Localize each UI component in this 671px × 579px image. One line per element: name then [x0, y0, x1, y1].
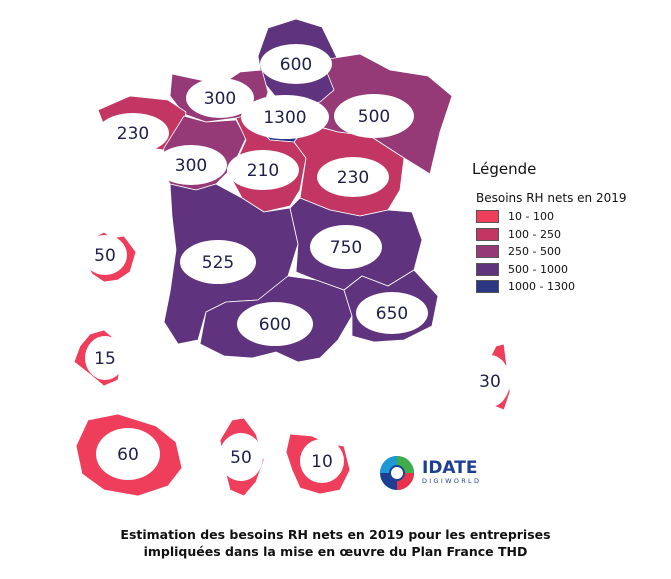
value-label: 600 — [237, 302, 313, 346]
value-label-text: 15 — [94, 349, 116, 369]
caption-line-2: impliquées dans la mise en œuvre du Plan… — [143, 544, 528, 559]
value-label-bubble — [219, 433, 263, 481]
idate-logo: IDATE DIGIWORLD — [378, 454, 481, 492]
value-label-text: 600 — [259, 315, 291, 335]
legend-item: 500 - 1000 — [476, 261, 575, 279]
value-label-text: 60 — [117, 445, 139, 465]
value-label: 300 — [186, 78, 254, 118]
logo-wordmark: IDATE — [422, 458, 478, 478]
value-label: 10 — [300, 439, 344, 483]
value-label: 750 — [310, 225, 382, 269]
value-label: 300 — [155, 145, 227, 185]
legend-title: Légende — [472, 160, 537, 178]
value-label-bubble — [334, 94, 414, 138]
idate-logo-icon — [380, 456, 414, 490]
value-label: 60 — [96, 428, 160, 480]
value-label: 500 — [334, 94, 414, 138]
value-label-bubble — [237, 302, 313, 346]
value-label-bubble — [97, 113, 169, 153]
value-label-text: 525 — [202, 253, 234, 273]
value-label-bubble — [241, 95, 329, 139]
value-label: 15 — [85, 336, 125, 380]
value-label: 230 — [317, 157, 389, 197]
value-label: 650 — [356, 292, 428, 334]
value-label-bubble — [356, 292, 428, 334]
value-label-bubble — [227, 150, 299, 190]
value-label-text: 230 — [337, 168, 369, 188]
value-label-text: 50 — [230, 448, 252, 468]
value-label-text: 300 — [175, 156, 207, 176]
legend-item-label: 100 - 250 — [508, 227, 561, 241]
legend-item: 250 - 500 — [476, 243, 575, 261]
value-label: 50 — [219, 433, 263, 481]
legend-swatch — [476, 262, 499, 276]
legend-item-label: 250 - 500 — [508, 245, 561, 259]
value-label-bubble — [96, 428, 160, 480]
value-label-bubble — [260, 44, 332, 84]
value-label: 210 — [227, 150, 299, 190]
value-label-bubble — [155, 145, 227, 185]
value-label-bubble — [470, 355, 510, 407]
value-label-bubble — [83, 235, 127, 275]
value-label-bubble — [180, 240, 256, 284]
map-caption: Estimation des besoins RH nets en 2019 p… — [0, 526, 671, 560]
value-label: 230 — [97, 113, 169, 153]
caption-line-1: Estimation des besoins RH nets en 2019 p… — [120, 527, 551, 542]
value-label: 600 — [260, 44, 332, 84]
legend-item: 100 - 250 — [476, 226, 575, 244]
value-label-text: 230 — [117, 124, 149, 144]
legend-item-label: 10 - 100 — [508, 210, 554, 224]
legend-item: 10 - 100 — [476, 208, 575, 226]
value-label-text: 750 — [330, 238, 362, 258]
value-label-text: 500 — [358, 107, 390, 127]
legend: 10 - 100 100 - 250 250 - 500 500 - 1000 … — [476, 208, 575, 296]
legend-swatch — [476, 210, 499, 224]
legend-item-label: 500 - 1000 — [508, 262, 568, 276]
value-label-text: 210 — [247, 161, 279, 181]
value-label: 30 — [470, 355, 510, 407]
value-label-text: 30 — [479, 372, 501, 392]
value-label: 50 — [83, 235, 127, 275]
legend-swatch — [476, 280, 499, 294]
value-label-bubble — [300, 439, 344, 483]
logo-subtitle: DIGIWORLD — [422, 477, 482, 485]
value-label-text: 600 — [280, 55, 312, 75]
legend-item: 1000 - 1300 — [476, 278, 575, 296]
value-label-bubble — [85, 336, 125, 380]
value-label: 1300 — [241, 95, 329, 139]
value-label: 525 — [180, 240, 256, 284]
value-label-bubble — [310, 225, 382, 269]
value-label-text: 1300 — [263, 108, 306, 128]
value-label-text: 10 — [311, 452, 333, 472]
legend-subtitle: Besoins RH nets en 2019 — [476, 191, 627, 205]
value-label-bubble — [317, 157, 389, 197]
value-label-bubble — [186, 78, 254, 118]
value-label-text: 300 — [204, 89, 236, 109]
value-label-text: 650 — [376, 304, 408, 324]
legend-swatch — [476, 227, 499, 241]
legend-swatch — [476, 245, 499, 259]
legend-item-label: 1000 - 1300 — [508, 280, 575, 294]
value-label-text: 50 — [94, 246, 116, 266]
